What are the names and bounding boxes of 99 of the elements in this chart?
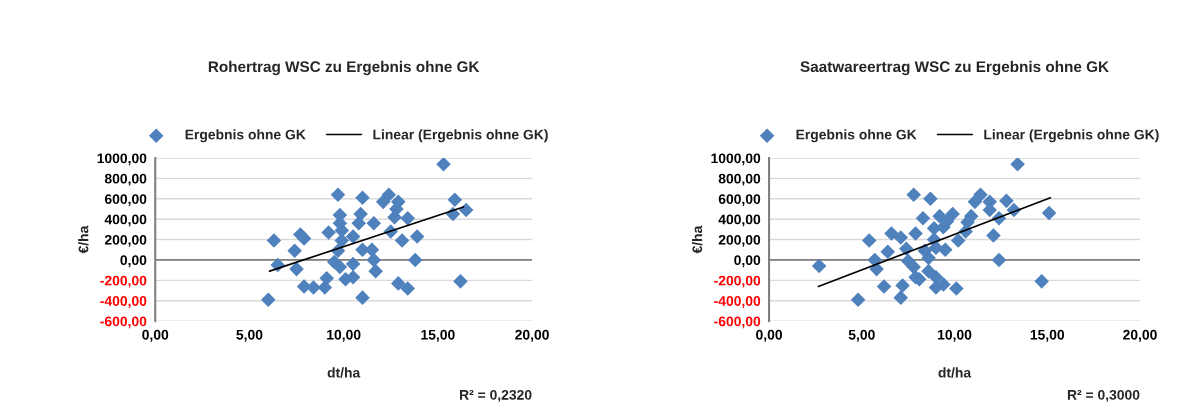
point: [351, 215, 367, 231]
y-tick-label: 0,00: [734, 255, 761, 268]
point: [355, 290, 370, 305]
point: [991, 252, 1007, 268]
point: [936, 277, 951, 292]
legend-label: Linear (Ergebnis ohne GK): [373, 129, 548, 143]
y-tick-label: -200,00: [100, 275, 147, 288]
point: [394, 233, 410, 248]
point: [850, 292, 866, 307]
point: [458, 202, 474, 218]
point: [407, 252, 423, 268]
point: [287, 243, 302, 259]
point: [345, 229, 361, 244]
point: [937, 242, 953, 258]
y-tick-label: -400,00: [714, 296, 761, 308]
point: [906, 187, 921, 203]
y-tick-label: 1000,00: [711, 153, 761, 166]
point: [895, 278, 910, 293]
legend-label: Linear (Ergebnis ohne GK): [984, 129, 1159, 143]
point: [306, 280, 321, 295]
point: [375, 194, 391, 210]
chart-title: Rohertrag WSC zu Ergebnis ohne GK: [208, 60, 480, 76]
point: [949, 281, 964, 296]
point: [409, 229, 425, 244]
point: [936, 220, 951, 235]
y-tick-label: -400,00: [100, 296, 147, 308]
legend-label: Ergebnis ohne GK: [796, 129, 917, 143]
point: [880, 244, 896, 260]
legend-label: Ergebnis ohne GK: [185, 129, 306, 143]
y-tick-label: -200,00: [714, 275, 761, 288]
y-tick-label: 600,00: [718, 194, 761, 206]
point: [436, 158, 451, 172]
x-axis-title: dt/ha: [327, 367, 361, 378]
point: [400, 281, 415, 296]
y-axis-title: €/ha: [78, 225, 89, 254]
point: [921, 250, 936, 266]
point: [391, 276, 406, 291]
x-axis-title: dt/ha: [938, 367, 972, 378]
y-tick-label: -600,00: [714, 316, 761, 329]
point: [453, 274, 468, 289]
x-tick-label: 10,00: [327, 329, 361, 342]
x-tick-label: 0,00: [756, 329, 783, 342]
point: [400, 210, 415, 226]
point: [261, 292, 276, 307]
point: [915, 210, 931, 226]
x-tick-label: 10,00: [938, 329, 972, 342]
point: [950, 233, 966, 248]
text: R² = 0,2320: [460, 389, 532, 402]
point: [923, 191, 938, 207]
point: [334, 233, 350, 248]
x-tick-label: 5,00: [848, 329, 875, 342]
chart-title: Saatwareertrag WSC zu Ergebnis ohne GK: [800, 60, 1109, 76]
point: [345, 256, 361, 272]
y-tick-label: -600,00: [100, 316, 147, 329]
point: [330, 187, 346, 203]
point: [366, 252, 382, 268]
point: [876, 279, 892, 294]
x-tick-label: 20,00: [515, 329, 549, 342]
point: [332, 259, 348, 275]
point: [289, 261, 304, 277]
y-tick-label: 0,00: [120, 255, 147, 268]
point: [884, 226, 899, 241]
point: [447, 192, 463, 208]
point: [908, 226, 923, 241]
point: [355, 190, 370, 206]
point: [893, 230, 909, 245]
point: [999, 193, 1014, 209]
point: [861, 233, 877, 248]
point: [1010, 158, 1025, 172]
point: [906, 259, 921, 275]
point: [1041, 205, 1057, 221]
x-tick-label: 20,00: [1123, 329, 1157, 342]
point: [967, 194, 983, 210]
x-tick-label: 5,00: [236, 329, 263, 342]
x-tick-label: 15,00: [421, 329, 455, 342]
point: [321, 225, 336, 240]
y-tick-label: 600,00: [104, 194, 147, 206]
y-tick-label: 1000,00: [97, 153, 147, 166]
point: [368, 263, 383, 279]
text: R² = 0,3000: [1067, 389, 1140, 402]
y-tick-label: 200,00: [718, 234, 761, 247]
point: [338, 272, 353, 287]
x-tick-label: 0,00: [142, 329, 169, 342]
y-tick-label: 200,00: [104, 234, 147, 247]
point: [1034, 274, 1049, 289]
point: [296, 231, 312, 246]
y-axis-title: €/ha: [692, 225, 703, 254]
point: [366, 215, 382, 231]
point: [317, 280, 333, 295]
point: [893, 290, 909, 305]
point: [811, 258, 827, 274]
point: [334, 223, 350, 238]
y-tick-label: 800,00: [104, 173, 147, 186]
y-tick-label: 400,00: [718, 214, 761, 227]
y-tick-label: 400,00: [104, 214, 147, 227]
point: [266, 233, 282, 248]
y-tick-label: 800,00: [718, 173, 761, 186]
x-tick-label: 15,00: [1030, 329, 1065, 342]
point: [986, 228, 1001, 243]
